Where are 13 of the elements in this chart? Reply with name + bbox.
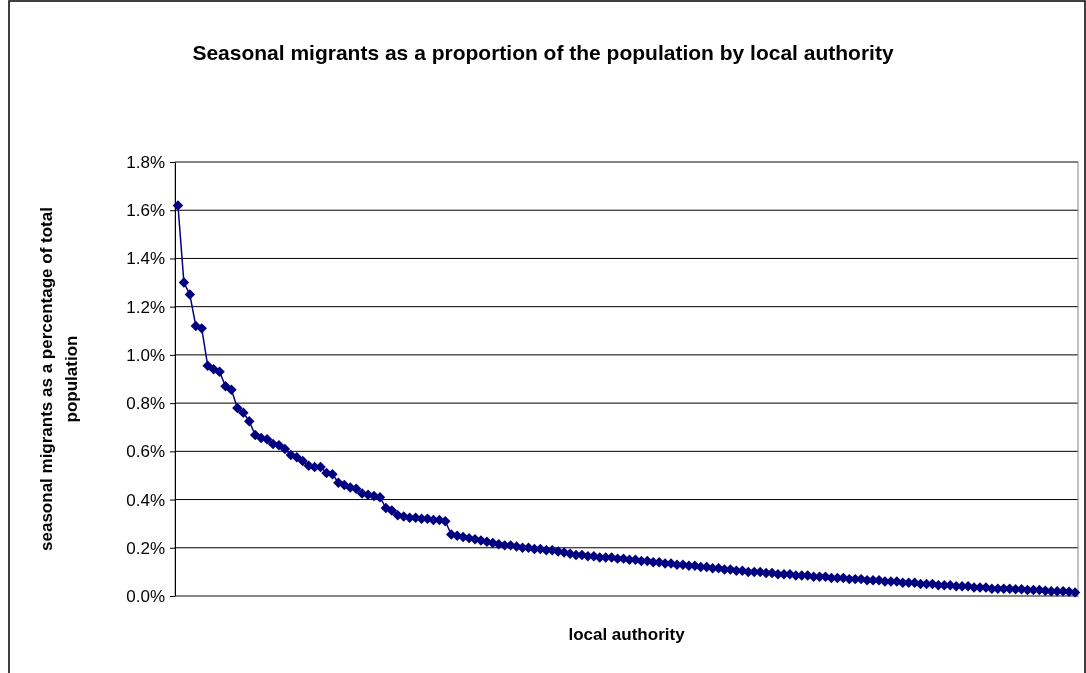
y-tick-label: 1.4% bbox=[126, 249, 165, 269]
y-tick-label: 0.6% bbox=[126, 442, 165, 462]
y-tick-label: 0.4% bbox=[126, 490, 165, 510]
y-tick-label: 0.2% bbox=[126, 538, 165, 558]
y-tick-label: 0.8% bbox=[126, 394, 165, 414]
y-tick-label: 0.0% bbox=[126, 586, 165, 606]
y-tick-label: 1.2% bbox=[126, 297, 165, 317]
y-tick-label: 1.6% bbox=[126, 201, 165, 221]
y-tick-label: 1.8% bbox=[126, 152, 165, 172]
x-axis-title: local authority bbox=[568, 625, 686, 644]
chart-title: Seasonal migrants as a proportion of the population by local authority bbox=[192, 41, 894, 64]
y-axis-title: seasonal migrants as a percentage of total population bbox=[37, 207, 81, 551]
y-tick-label: 1.0% bbox=[126, 345, 165, 365]
